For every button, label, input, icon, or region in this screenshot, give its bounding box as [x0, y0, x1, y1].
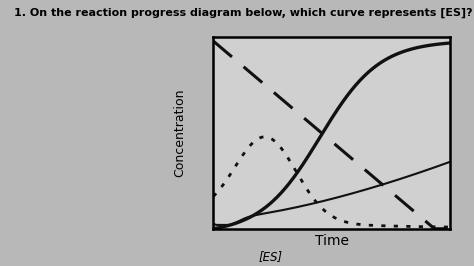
- Text: [ES]: [ES]: [258, 250, 282, 263]
- Text: 1. On the reaction progress diagram below, which curve represents [ES]?: 1. On the reaction progress diagram belo…: [14, 8, 473, 18]
- Text: Concentration: Concentration: [173, 89, 187, 177]
- X-axis label: Time: Time: [315, 234, 349, 248]
